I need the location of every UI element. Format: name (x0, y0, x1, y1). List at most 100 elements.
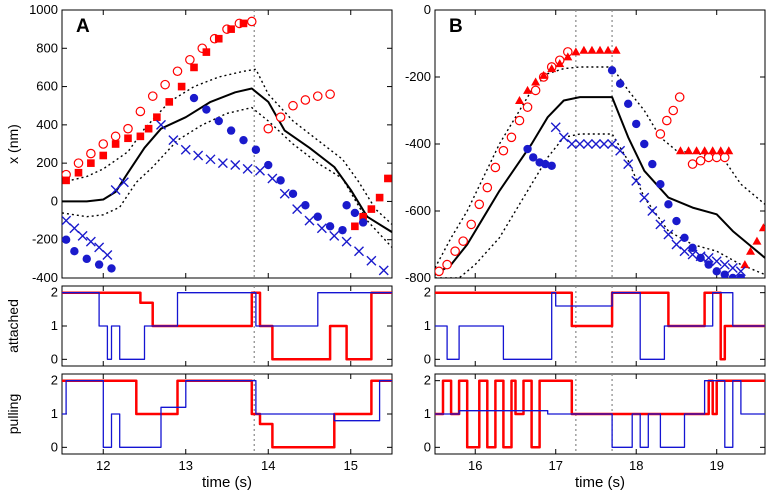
blue-crosses-point (711, 256, 722, 267)
blue-filled-circles-2-point (632, 119, 641, 129)
red-filled-triangles-2-point (716, 146, 726, 155)
red-filled-squares-point (153, 113, 161, 121)
x-tick-label: 16 (468, 458, 482, 473)
y-tick-label: 2 (424, 285, 431, 300)
y-axis-label: x (nm) (5, 124, 21, 164)
red-open-circles-point (98, 139, 109, 149)
red-open-circles-point (135, 106, 146, 117)
blue-crosses-point (590, 139, 601, 149)
blue-filled-circles-2-point (656, 180, 665, 189)
series-group (435, 45, 765, 278)
y-tick-label: -800 (405, 270, 431, 285)
red-open-circles-point (498, 145, 509, 156)
red-filled-triangles-point (579, 45, 589, 54)
red-filled-triangles-point (555, 59, 565, 68)
blue-filled-circles-point (541, 159, 550, 169)
blue-crosses-point (719, 259, 730, 270)
blue-filled-circles-2-point (239, 135, 248, 145)
blue-crosses-point (655, 219, 666, 230)
red-open-circles-2-point (719, 152, 730, 163)
red-filled-triangles-point (531, 77, 541, 86)
red-open-circles-point (123, 123, 133, 134)
blue-crosses-2-point (341, 236, 352, 247)
blue-filled-circles-point (107, 264, 116, 273)
blue-filled-circles-point (62, 235, 71, 244)
blue-filled-circles-2-point (688, 243, 697, 253)
red-filled-triangles-point (571, 47, 581, 56)
state-trace-1 (62, 380, 392, 448)
blue-filled-circles-2-point (325, 222, 335, 231)
blue-crosses-2-point (292, 204, 303, 215)
blue-filled-circles-point (528, 153, 538, 162)
x-tick-label: 13 (179, 458, 193, 473)
x-tick-label: 18 (629, 458, 643, 473)
red-open-circles-point (522, 102, 533, 112)
blue-filled-circles-2-point (276, 176, 285, 185)
red-filled-squares-2-point (375, 193, 384, 202)
red-open-circles-2-point (288, 100, 298, 111)
blue-crosses-point (663, 229, 674, 240)
y-tick-label: 0 (424, 439, 431, 454)
blue-crosses-point (582, 139, 593, 149)
blue-crosses-point (623, 159, 634, 170)
blue-crosses-point (615, 145, 626, 156)
red-open-circles-point (474, 199, 485, 210)
red-filled-triangles-point (611, 45, 621, 54)
red-filled-squares-point (239, 19, 248, 28)
blue-crosses-point (574, 139, 585, 149)
blue-filled-circles-2-point (189, 93, 199, 103)
red-filled-triangles-point (587, 45, 597, 54)
blue-filled-circles-point (70, 247, 79, 256)
blue-filled-circles-2-point (264, 160, 273, 170)
red-open-circles-2-point (275, 112, 286, 122)
x-tick-label: 12 (96, 458, 110, 473)
blue-filled-circles-point (82, 254, 91, 264)
blue-crosses-2-point (354, 246, 364, 257)
blue-crosses-point (679, 246, 690, 257)
red-open-circles-point (458, 236, 468, 246)
blue-filled-circles-2-point (640, 139, 649, 149)
red-filled-triangles-point (563, 52, 573, 61)
red-open-circles-point (160, 79, 170, 90)
blue-filled-circles-2-point (712, 267, 721, 276)
red-open-circles-point (147, 91, 158, 101)
blue-filled-circles-2-point (696, 253, 705, 263)
red-open-circles-point (450, 246, 460, 256)
y-tick-label: 1 (424, 406, 431, 421)
x-tick-label: 17 (548, 458, 562, 473)
red-open-circles-point (490, 162, 501, 173)
series-group (62, 291, 392, 361)
blue-crosses-point (62, 215, 72, 226)
red-filled-squares-point (111, 140, 120, 148)
blue-crosses-2-point (304, 215, 315, 226)
blue-crosses-point (550, 122, 561, 133)
red-open-circles-point (482, 182, 493, 193)
y-tick-label: 0 (51, 193, 58, 208)
red-filled-triangles-2-point (675, 146, 685, 155)
panel-label: B (449, 16, 463, 37)
red-open-circles-2-point (687, 159, 698, 169)
blue-filled-circles-2-point (251, 145, 261, 154)
blue-filled-circles-2-point (680, 233, 689, 242)
red-filled-triangles-point (603, 45, 613, 54)
blue-filled-circles-2-point (736, 273, 746, 278)
x-tick-label: 15 (344, 458, 358, 473)
blue-crosses-point (703, 252, 714, 263)
y-tick-label: 1 (51, 318, 58, 333)
blue-crosses-2-point (156, 119, 166, 130)
red-filled-squares-point (62, 176, 70, 185)
blue-crosses-2-point (378, 265, 389, 276)
y-tick-label: 2 (51, 285, 58, 300)
red-filled-triangles-2-point (692, 146, 702, 155)
y-tick-label: -600 (405, 203, 431, 218)
blue-crosses-2-point (230, 160, 241, 171)
blue-crosses-point (639, 192, 650, 203)
blue-filled-circles-2-point (313, 212, 322, 221)
red-filled-squares-point (202, 48, 211, 56)
blue-crosses-2-point (316, 223, 327, 234)
blue-crosses-point (566, 139, 577, 149)
y-tick-label: 600 (36, 79, 58, 94)
blue-filled-circles-3-point (342, 201, 351, 210)
red-filled-triangles-point (515, 95, 525, 104)
